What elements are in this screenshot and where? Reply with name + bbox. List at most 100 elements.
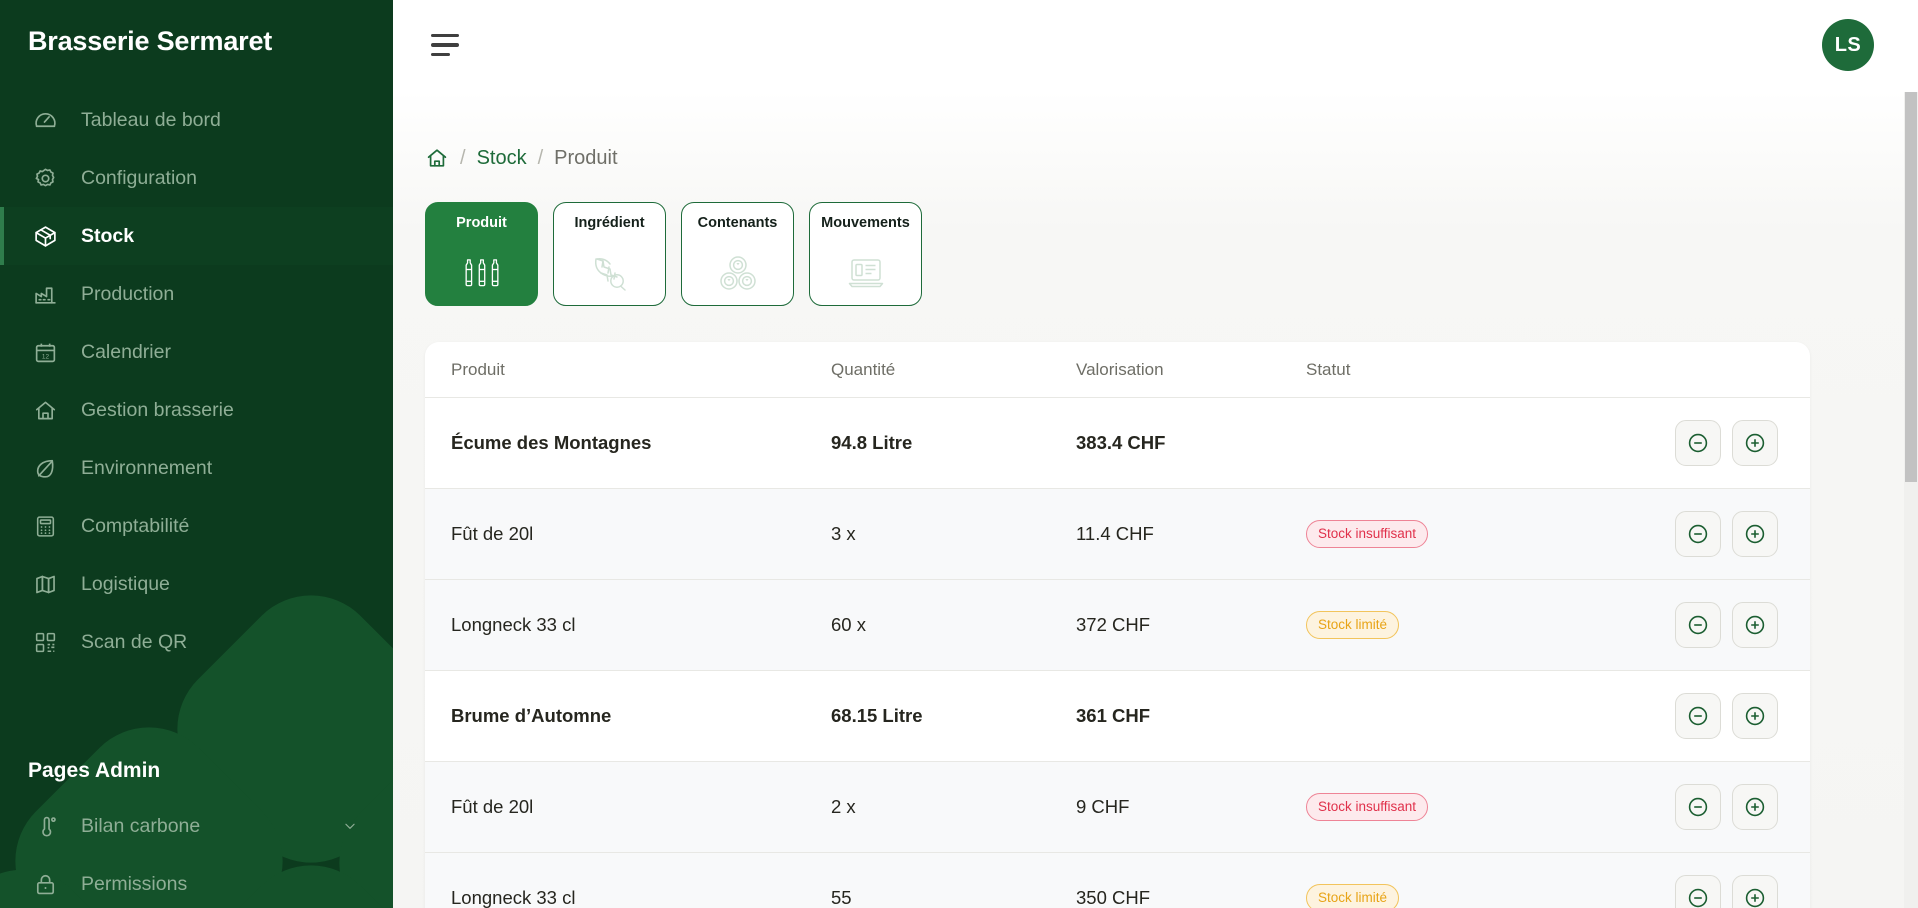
table-header-row: Produit Quantité Valorisation Statut [425, 342, 1810, 398]
cell-produit: Longneck 33 cl [451, 614, 576, 635]
circle-plus-icon[interactable] [1732, 693, 1778, 739]
circle-minus-icon[interactable] [1675, 875, 1721, 908]
chevron-down-icon[interactable] [343, 819, 357, 833]
cell-quantite: 2 x [831, 796, 856, 817]
cell-produit: Brume d’Automne [451, 705, 612, 726]
circle-minus-icon[interactable] [1675, 420, 1721, 466]
cell-produit: Écume des Montagnes [451, 432, 652, 453]
cell-valorisation: 383.4 CHF [1076, 432, 1166, 453]
cell-valorisation: 350 CHF [1076, 887, 1151, 908]
tab-label: Contenants [697, 215, 778, 231]
breadcrumb: / Stock / Produit [393, 90, 1874, 170]
sidebar-item-configuration[interactable]: Configuration [0, 149, 393, 207]
table-row[interactable]: Fût de 20l 3 x 11.4 CHF Stock insuffisan… [425, 489, 1810, 580]
sidebar-item-gestion-brasserie[interactable]: Gestion brasserie [0, 381, 393, 439]
circle-plus-icon[interactable] [1732, 875, 1778, 908]
circle-minus-icon[interactable] [1675, 693, 1721, 739]
tab-ingredient[interactable]: Ingrédient [553, 202, 666, 306]
quantity-stepper [1675, 602, 1778, 648]
tab-produit[interactable]: Produit [425, 202, 538, 306]
cell-actions [1666, 511, 1810, 557]
sidebar-item-label: Configuration [81, 166, 197, 189]
tab-card-group: Produit Ingrédient [393, 170, 1874, 306]
table-row[interactable]: Fût de 20l 2 x 9 CHF Stock insuffisant [425, 762, 1810, 853]
brand-title: Brasserie Sermaret [28, 26, 273, 56]
sidebar-item-permissions[interactable]: Permissions [0, 855, 393, 908]
sidebar: Brasserie Sermaret Tableau de bord [0, 0, 393, 908]
avatar[interactable]: LS [1822, 19, 1874, 71]
lock-icon [33, 872, 58, 897]
calendar-icon: 12 [33, 340, 58, 365]
gear-icon [33, 166, 58, 191]
tab-label: Produit [456, 215, 507, 231]
quantity-stepper [1675, 511, 1778, 557]
cell-valorisation: 361 CHF [1076, 705, 1151, 726]
circle-minus-icon[interactable] [1675, 511, 1721, 557]
table-row[interactable]: Écume des Montagnes 94.8 Litre 383.4 CHF [425, 398, 1810, 489]
sidebar-item-calendrier[interactable]: 12 Calendrier [0, 323, 393, 381]
sidebar-item-label: Scan de QR [81, 630, 188, 653]
cell-actions [1666, 602, 1810, 648]
sidebar-item-environnement[interactable]: Environnement [0, 439, 393, 497]
circle-plus-icon[interactable] [1732, 784, 1778, 830]
cell-produit: Fût de 20l [451, 523, 534, 544]
column-header-produit: Produit [451, 359, 505, 379]
sidebar-item-comptabilite[interactable]: Comptabilité [0, 497, 393, 555]
scrollbar-thumb[interactable] [1905, 92, 1917, 482]
page-scrollbar[interactable] [1904, 92, 1918, 908]
qr-icon [33, 630, 58, 655]
status-badge: Stock insuffisant [1306, 520, 1429, 548]
sidebar-item-bilan-carbone[interactable]: Bilan carbone [0, 797, 393, 855]
tab-mouvements[interactable]: Mouvements [809, 202, 922, 306]
sidebar-item-scan-de-qr[interactable]: Scan de QR [0, 613, 393, 671]
column-header-quantite: Quantité [831, 359, 896, 379]
cell-quantite: 68.15 Litre [831, 705, 923, 726]
cell-statut: Stock insuffisant [1306, 520, 1666, 548]
quantity-stepper [1675, 420, 1778, 466]
quantity-stepper [1675, 875, 1778, 908]
circle-plus-icon[interactable] [1732, 602, 1778, 648]
cell-produit: Longneck 33 cl [451, 887, 576, 908]
hamburger-icon[interactable] [431, 33, 463, 57]
table-row[interactable]: Longneck 33 cl 55 350 CHF Stock limité [425, 853, 1810, 908]
leaf-icon [33, 456, 58, 481]
status-badge: Stock limité [1306, 884, 1400, 908]
breadcrumb-item-stock[interactable]: Stock [476, 146, 527, 169]
breadcrumb-separator: / [460, 146, 466, 169]
sidebar-item-stock[interactable]: Stock [0, 207, 393, 265]
gauge-icon [33, 108, 58, 133]
sidebar-item-logistique[interactable]: Logistique [0, 555, 393, 613]
sidebar-item-label: Gestion brasserie [81, 398, 234, 421]
circle-plus-icon[interactable] [1732, 420, 1778, 466]
cell-quantite: 94.8 Litre [831, 432, 913, 453]
circle-plus-icon[interactable] [1732, 511, 1778, 557]
table-row[interactable]: Brume d’Automne 68.15 Litre 361 CHF [425, 671, 1810, 762]
cell-quantite: 55 [831, 887, 852, 908]
sidebar-item-label: Tableau de bord [81, 108, 221, 131]
sidebar-item-tableau-de-bord[interactable]: Tableau de bord [0, 91, 393, 149]
circle-minus-icon[interactable] [1675, 784, 1721, 830]
cell-actions [1666, 875, 1810, 908]
cell-actions [1666, 420, 1810, 466]
cell-actions [1666, 784, 1810, 830]
sidebar-item-label: Permissions [81, 872, 188, 895]
quantity-stepper [1675, 693, 1778, 739]
column-header-valorisation: Valorisation [1076, 359, 1164, 379]
home-icon[interactable] [425, 146, 449, 170]
sidebar-item-production[interactable]: Production [0, 265, 393, 323]
sidebar-item-label: Stock [81, 224, 135, 247]
sidebar-item-label: Environnement [81, 456, 213, 479]
tab-contenants[interactable]: Contenants [681, 202, 794, 306]
circle-minus-icon[interactable] [1675, 602, 1721, 648]
cell-valorisation: 11.4 CHF [1076, 523, 1154, 544]
svg-text:12: 12 [42, 353, 50, 360]
cell-produit: Fût de 20l [451, 796, 534, 817]
bottles-icon [459, 252, 505, 294]
cell-valorisation: 9 CHF [1076, 796, 1130, 817]
cell-statut: Stock insuffisant [1306, 793, 1666, 821]
table-row[interactable]: Longneck 33 cl 60 x 372 CHF Stock limité [425, 580, 1810, 671]
cell-statut: Stock limité [1306, 884, 1666, 908]
breadcrumb-separator: / [537, 146, 544, 169]
main-area: LS / Stock / Produit Produit [393, 0, 1918, 908]
sidebar-item-label: Logistique [81, 572, 170, 595]
